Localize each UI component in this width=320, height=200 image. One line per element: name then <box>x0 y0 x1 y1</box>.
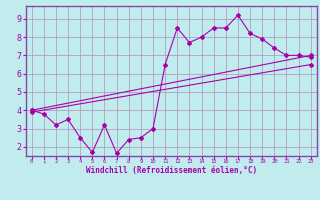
X-axis label: Windchill (Refroidissement éolien,°C): Windchill (Refroidissement éolien,°C) <box>86 166 257 175</box>
